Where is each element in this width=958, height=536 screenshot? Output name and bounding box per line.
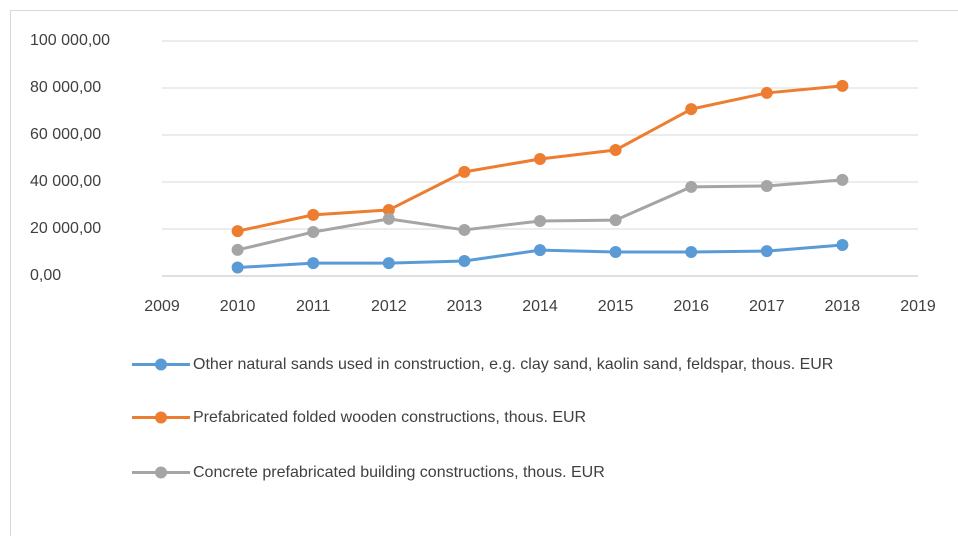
- data-point: [685, 103, 698, 116]
- x-tick-label: 2012: [371, 298, 407, 315]
- x-tick-label: 2010: [220, 298, 256, 315]
- x-tick-label: 2019: [900, 298, 936, 315]
- x-tick-label: 2017: [749, 298, 785, 315]
- data-point: [231, 243, 244, 256]
- x-tick-label: 2009: [144, 298, 180, 315]
- data-point: [231, 261, 244, 274]
- data-point: [760, 179, 773, 192]
- x-tick-label: 2011: [296, 298, 331, 315]
- data-point: [458, 223, 471, 236]
- legend-label: Other natural sands used in construction…: [193, 356, 834, 373]
- legend-marker: [155, 358, 167, 371]
- data-point: [609, 246, 622, 259]
- data-point: [760, 86, 773, 99]
- y-tick-label: 20 000,00: [30, 220, 101, 237]
- data-point: [836, 79, 849, 92]
- x-tick-label: 2016: [673, 298, 709, 315]
- chart-frame: [10, 10, 958, 536]
- y-tick-label: 80 000,00: [30, 79, 101, 96]
- y-tick-label: 0,00: [30, 267, 61, 284]
- data-point: [382, 203, 395, 216]
- data-point: [836, 238, 849, 251]
- data-point: [534, 244, 546, 257]
- data-point: [685, 246, 698, 259]
- data-point: [836, 173, 849, 186]
- data-point: [307, 257, 320, 270]
- data-point: [231, 225, 244, 238]
- legend-marker: [155, 411, 167, 424]
- legend-marker: [155, 466, 167, 479]
- x-tick-label: 2018: [825, 298, 861, 315]
- data-point: [609, 144, 622, 157]
- data-point: [609, 214, 622, 227]
- legend-label: Prefabricated folded wooden construction…: [193, 409, 587, 426]
- data-point: [534, 215, 546, 228]
- data-point: [760, 245, 773, 258]
- x-tick-label: 2014: [522, 298, 558, 315]
- data-point: [685, 180, 698, 193]
- data-point: [534, 152, 546, 165]
- x-tick-label: 2013: [447, 298, 483, 315]
- data-point: [458, 254, 471, 267]
- data-point: [307, 208, 320, 221]
- y-tick-label: 100 000,00: [30, 32, 110, 49]
- data-point: [382, 212, 395, 225]
- y-tick-label: 60 000,00: [30, 126, 101, 143]
- legend-label: Concrete prefabricated building construc…: [193, 464, 605, 481]
- data-point: [382, 257, 395, 270]
- data-point: [458, 165, 471, 178]
- data-point: [307, 226, 320, 239]
- y-tick-label: 40 000,00: [30, 173, 101, 190]
- x-tick-label: 2015: [598, 298, 634, 315]
